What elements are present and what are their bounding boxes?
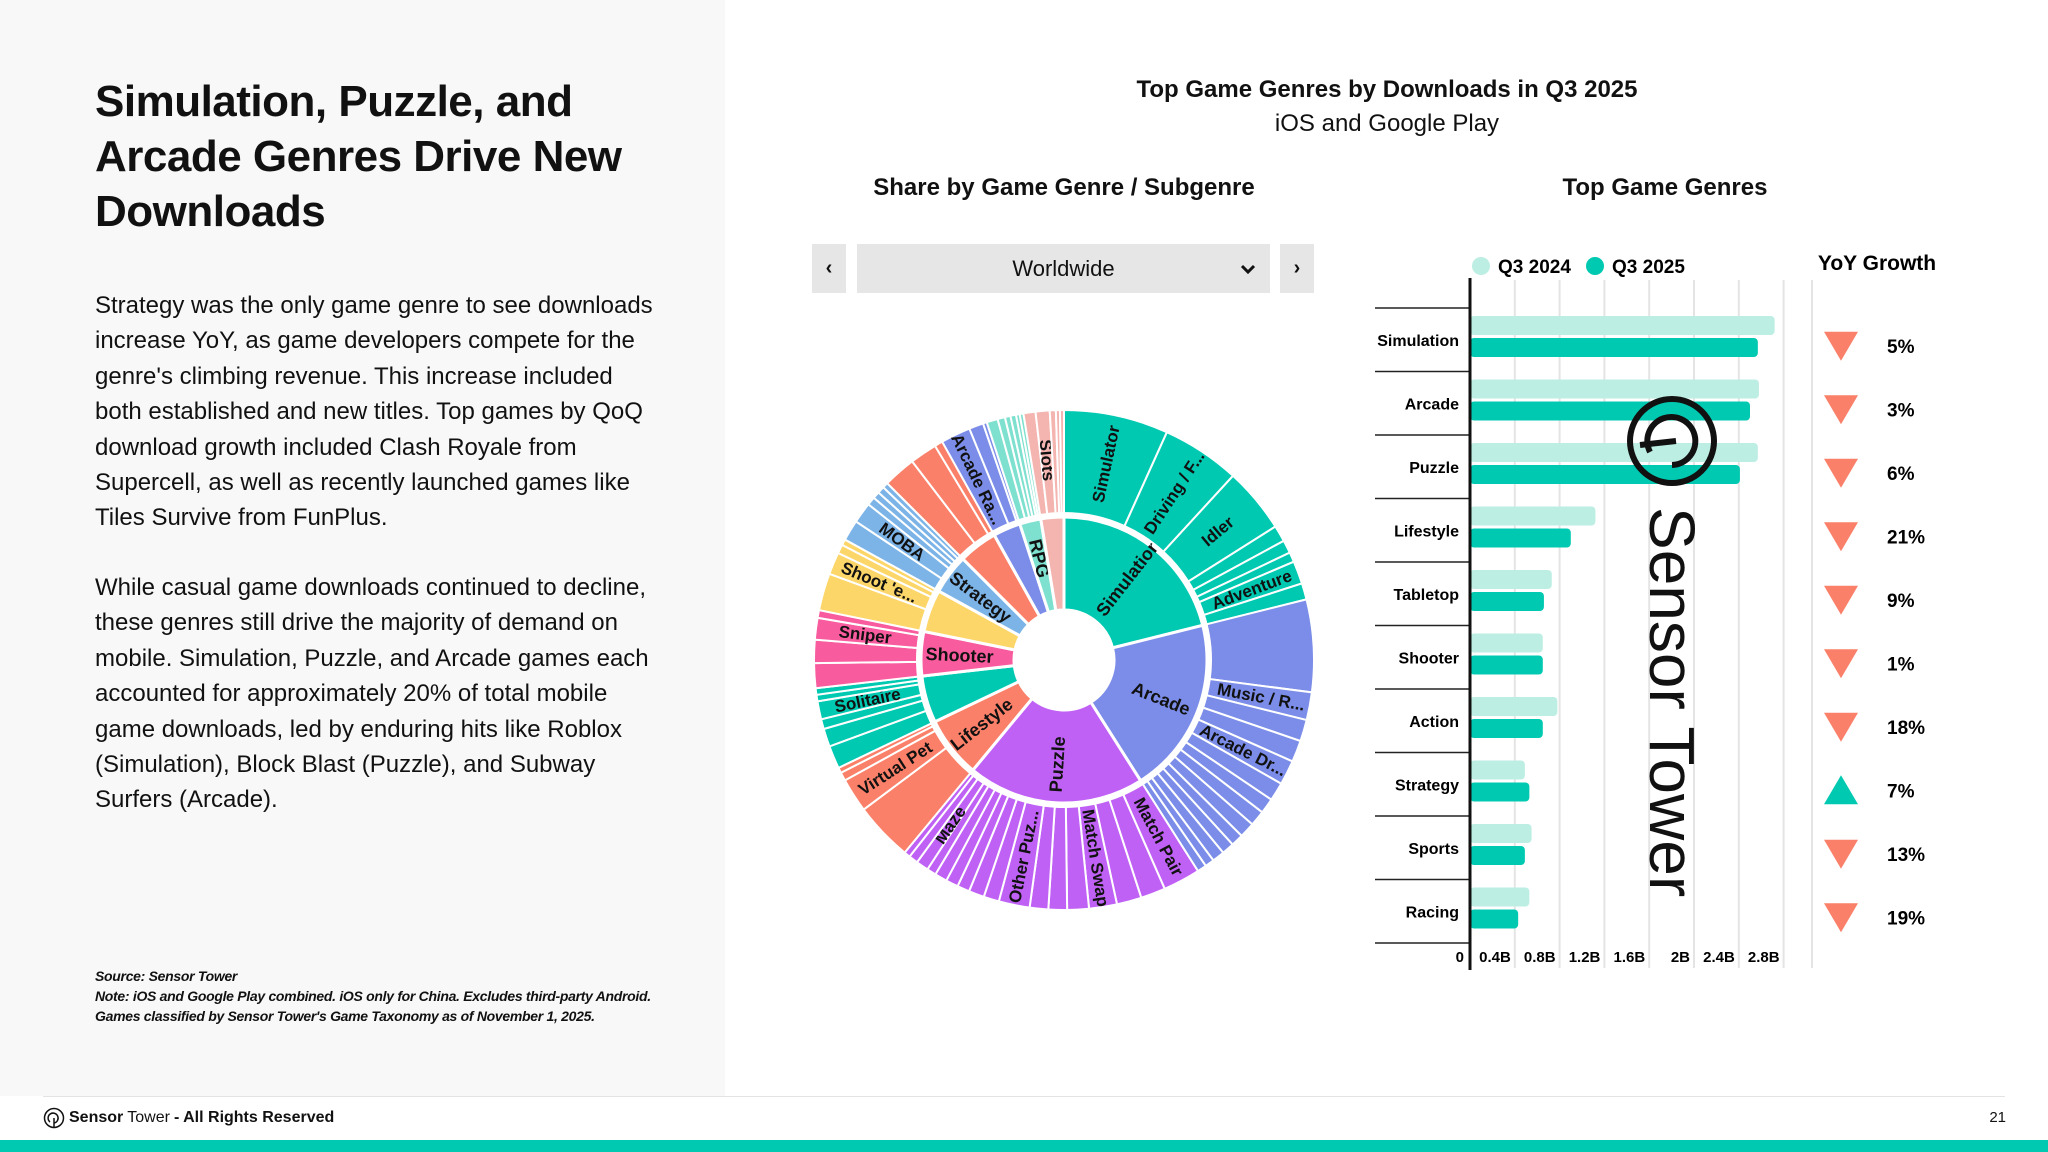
bar-chart-title: Top Game Genres: [1562, 174, 1768, 201]
bar-q3-2024: [1470, 570, 1552, 589]
x-tick-label: 1.2B: [1569, 949, 1601, 966]
yoy-value: 13%: [1887, 845, 1925, 866]
category-label: Action: [1409, 714, 1459, 731]
chevron-right-icon: ›: [1293, 257, 1301, 279]
legend-label-q3-2025: Q3 2025: [1612, 257, 1685, 278]
x-tick-label: 1.6B: [1614, 949, 1646, 966]
watermark-logo-icon: [1627, 396, 1717, 486]
category-label: Strategy: [1395, 777, 1459, 794]
bar-q3-2025: [1470, 909, 1519, 929]
body-paragraph-2: While casual game downloads continued to…: [95, 574, 649, 814]
chart-subtitle: iOS and Google Play: [1274, 110, 1500, 137]
page-title: Simulation, Puzzle, and Arcade Genres Dr…: [95, 77, 622, 236]
yoy-growth-title: YoY Growth: [1818, 252, 1936, 275]
source-note: Source: Sensor Tower Note: iOS and Googl…: [95, 966, 651, 1026]
x-tick-label: 0.8B: [1524, 949, 1556, 966]
page-number: 21: [1989, 1109, 2006, 1126]
bottom-accent-bar: [0, 1140, 2048, 1152]
yoy-value: 6%: [1887, 464, 1915, 485]
source-text: Source: Sensor Tower: [95, 968, 238, 984]
triangle-down-icon: [1824, 458, 1858, 488]
bar-q3-2024: [1470, 824, 1532, 843]
x-tick-label: 2.8B: [1748, 949, 1780, 966]
footer-brand-bold: Sensor: [69, 1109, 124, 1126]
watermark-text: Sensor Tower: [1636, 507, 1708, 897]
yoy-value: 19%: [1887, 908, 1925, 929]
sunburst-center-hole: [1014, 610, 1114, 710]
sunburst-title: Share by Game Genre / Subgenre: [873, 174, 1255, 201]
region-select-value: Worldwide: [1012, 255, 1115, 281]
category-label: Simulation: [1377, 333, 1459, 350]
bar-q3-2025: [1470, 465, 1740, 484]
bar-q3-2024: [1470, 316, 1775, 335]
note-text-2: Games classified by Sensor Tower's Game …: [95, 1008, 595, 1024]
legend-marker-q3-2024: [1472, 257, 1490, 275]
legend-label-q3-2024: Q3 2024: [1498, 257, 1571, 278]
x-tick-label: 2.4B: [1703, 949, 1735, 966]
bar-q3-2024: [1470, 697, 1558, 716]
region-select[interactable]: Worldwide: [857, 244, 1270, 293]
yoy-value: 3%: [1887, 400, 1915, 421]
bar-q3-2024: [1470, 887, 1530, 907]
triangle-down-icon: [1824, 395, 1858, 425]
triangle-down-icon: [1824, 649, 1858, 679]
legend-marker-q3-2025: [1586, 257, 1604, 275]
bar-q3-2025: [1470, 846, 1525, 865]
yoy-value: 9%: [1887, 591, 1915, 612]
chevron-left-icon: ‹: [825, 257, 833, 279]
triangle-up-icon: [1824, 775, 1858, 805]
footer-brand-light: Tower: [127, 1109, 170, 1126]
bar-q3-2025: [1470, 782, 1530, 802]
watermark-logo-mark: [1639, 414, 1699, 468]
x-tick-label: 0.4B: [1479, 949, 1511, 966]
yoy-value: 5%: [1887, 337, 1915, 358]
footer-divider: [43, 1096, 2005, 1097]
footer: Sensor Tower - All Rights Reserved: [43, 1107, 334, 1129]
triangle-down-icon: [1824, 839, 1858, 869]
chevron-down-icon: [1240, 258, 1256, 279]
bar-q3-2024: [1470, 506, 1596, 526]
body-paragraph-1: Strategy was the only game genre to see …: [95, 292, 653, 532]
left-panel: [0, 0, 725, 1096]
triangle-down-icon: [1824, 522, 1858, 552]
x-tick-label: 0: [1456, 949, 1464, 966]
category-label: Racing: [1406, 904, 1459, 921]
triangle-down-icon: [1824, 585, 1858, 615]
bar-q3-2025: [1470, 528, 1571, 548]
yoy-value: 18%: [1887, 718, 1925, 739]
sunburst-genre-label: Puzzle: [1046, 736, 1069, 793]
x-tick-label: 2B: [1671, 949, 1690, 966]
triangle-down-icon: [1824, 331, 1858, 361]
bar-q3-2025: [1470, 719, 1543, 738]
bar-q3-2025: [1470, 655, 1543, 675]
next-region-button[interactable]: ›: [1280, 244, 1314, 293]
category-label: Sports: [1408, 841, 1459, 858]
category-label: Tabletop: [1394, 587, 1460, 604]
bar-q3-2024: [1470, 379, 1759, 399]
sensor-tower-watermark: Sensor Tower: [1627, 396, 1717, 897]
yoy-value: 7%: [1887, 781, 1915, 802]
sunburst-genre-label: Shooter: [925, 644, 994, 667]
yoy-value: 21%: [1887, 527, 1925, 548]
prev-region-button[interactable]: ‹: [812, 244, 846, 293]
category-label: Puzzle: [1409, 460, 1459, 477]
footer-rights: - All Rights Reserved: [173, 1109, 335, 1126]
bar-q3-2024: [1470, 760, 1525, 780]
triangle-down-icon: [1824, 712, 1858, 742]
sunburst-subgenre-slice: [1058, 408, 1065, 515]
chart-title: Top Game Genres by Downloads in Q3 2025: [1136, 76, 1638, 103]
yoy-value: 1%: [1887, 654, 1915, 675]
category-label: Arcade: [1405, 396, 1459, 413]
bar-q3-2025: [1470, 592, 1544, 611]
sensor-tower-logo-icon: [43, 1107, 65, 1129]
note-text-1: Note: iOS and Google Play combined. iOS …: [95, 988, 651, 1004]
bar-q3-2025: [1470, 338, 1758, 357]
bar-q3-2024: [1470, 633, 1543, 653]
triangle-down-icon: [1824, 903, 1858, 933]
category-label: Lifestyle: [1394, 523, 1459, 540]
category-label: Shooter: [1399, 650, 1459, 667]
